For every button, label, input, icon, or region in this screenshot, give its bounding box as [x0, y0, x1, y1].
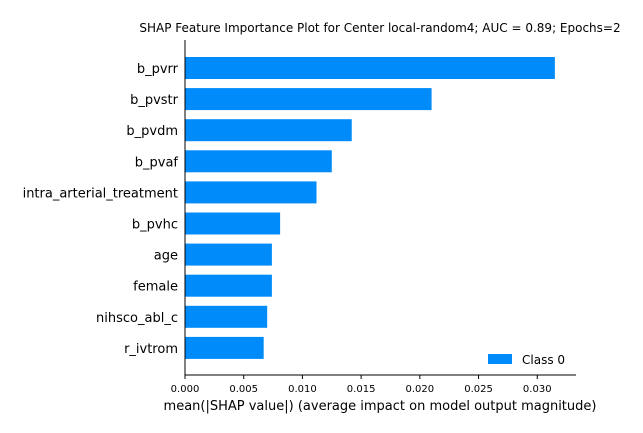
x-tick-label: 0.030: [523, 384, 552, 395]
category-label-b_pvdm: b_pvdm: [126, 124, 178, 139]
category-labels: b_pvrr b_pvstr b_pvdm b_pvaf intra_arterial_…: [23, 62, 179, 357]
bar-b_pvhc: [185, 212, 281, 235]
x-ticks-group: 0.000 0.005 0.010 0.015 0.020 0.025 0.030: [171, 375, 552, 395]
x-tick-label: 0.015: [347, 384, 376, 395]
x-tick-label: 0.020: [406, 384, 435, 395]
category-label-b_pvhc: b_pvhc: [132, 218, 178, 233]
bar-intra_arterial_treatment: [185, 181, 317, 204]
x-tick-label: 0.000: [171, 384, 200, 395]
category-label-b_pvrr: b_pvrr: [137, 62, 179, 77]
bar-b_pvdm: [185, 119, 352, 142]
category-label-r_ivtrom: r_ivtrom: [124, 342, 178, 357]
bar-b_pvrr: [185, 57, 555, 79]
x-tick-label: 0.005: [229, 384, 258, 395]
bar-r_ivtrom: [185, 336, 264, 359]
category-label-nihsco_abl_c: nihsco_abl_c: [96, 311, 178, 326]
bar-b_pvaf: [185, 150, 332, 173]
category-label-female: female: [133, 280, 178, 295]
legend: Class 0: [488, 353, 565, 367]
category-label-b_pvaf: b_pvaf: [135, 155, 179, 170]
legend-swatch: [488, 354, 512, 364]
legend-label: Class 0: [522, 353, 565, 367]
bar-female: [185, 274, 272, 297]
x-tick-label: 0.010: [288, 384, 317, 395]
category-label-intra_arterial_treatment: intra_arterial_treatment: [23, 186, 178, 201]
bar-age: [185, 243, 272, 266]
x-axis-label: mean(|SHAP value|) (average impact on mo…: [164, 399, 597, 414]
x-tick-label: 0.025: [464, 384, 493, 395]
category-label-age: age: [154, 249, 178, 264]
bar-nihsco_abl_c: [185, 305, 268, 328]
bar-b_pvstr: [185, 88, 432, 111]
category-label-b_pvstr: b_pvstr: [130, 93, 179, 108]
chart-title: SHAP Feature Importance Plot for Center …: [139, 21, 620, 35]
bars-group: [185, 57, 555, 359]
